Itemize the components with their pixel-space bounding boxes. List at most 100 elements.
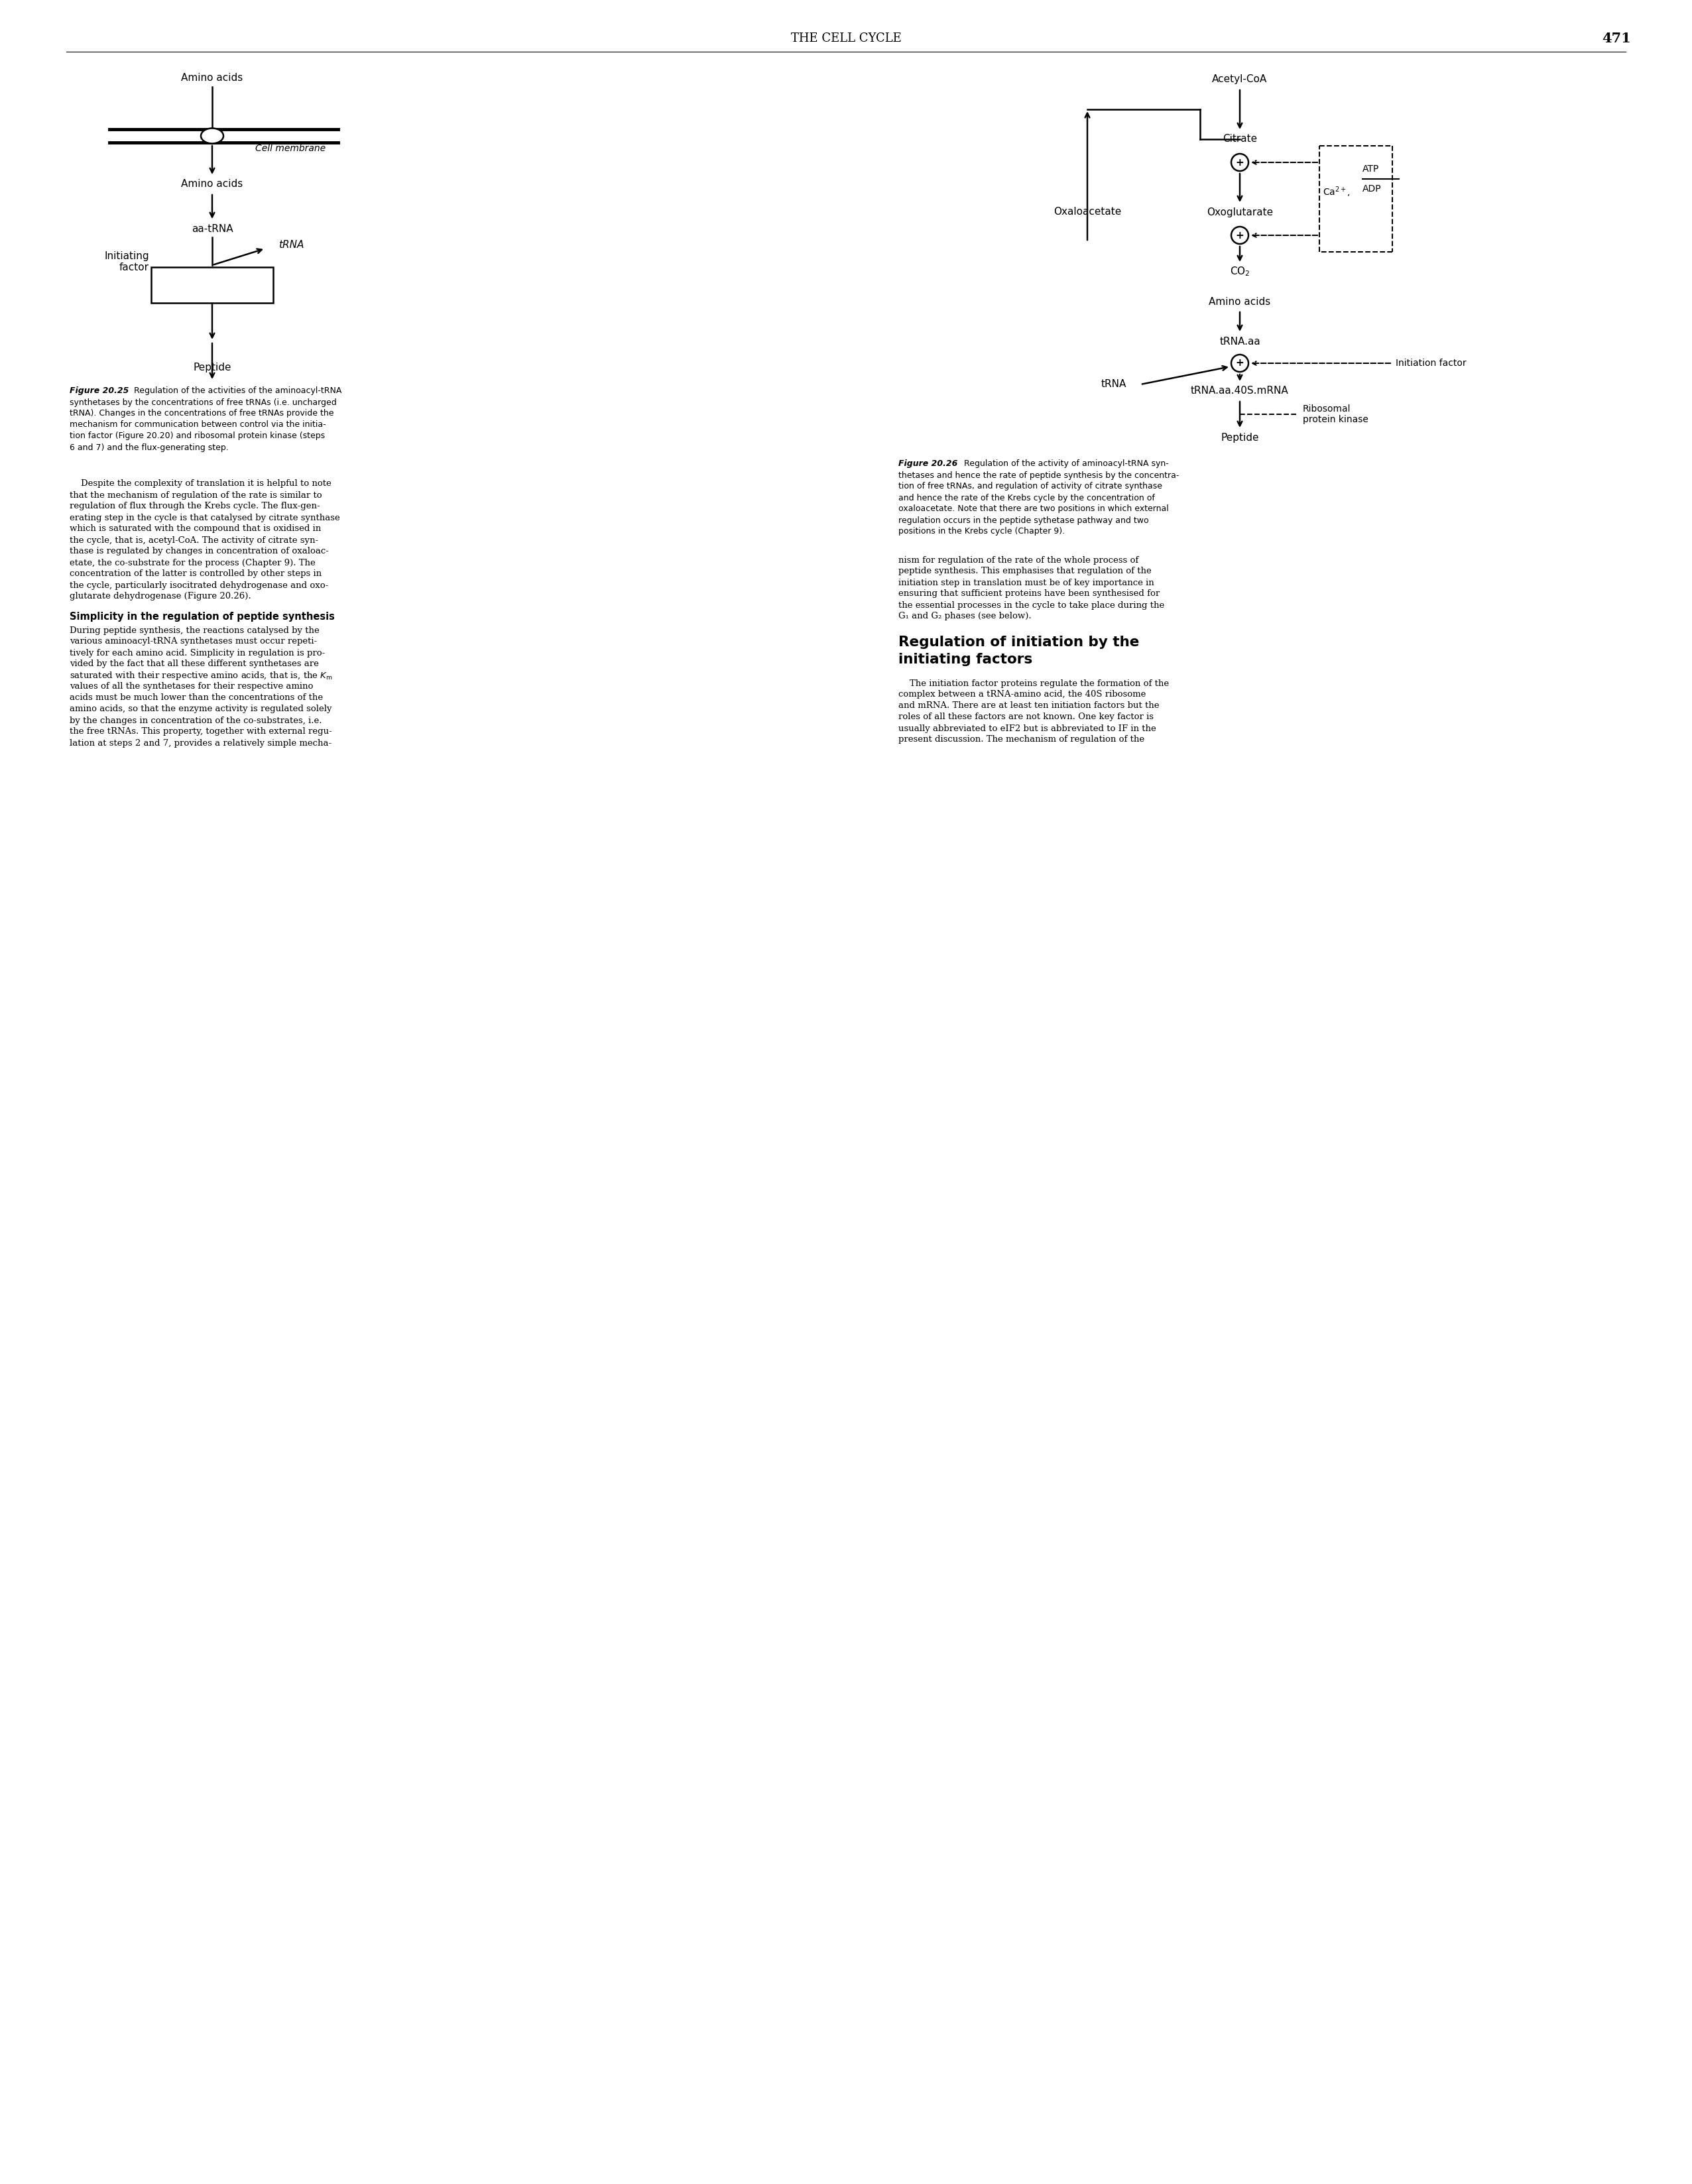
Text: and hence the rate of the Krebs cycle by the concentration of: and hence the rate of the Krebs cycle by… xyxy=(898,494,1156,502)
Text: Despite the complexity of translation it is helpful to note: Despite the complexity of translation it… xyxy=(69,480,332,489)
FancyArrowPatch shape xyxy=(1252,234,1318,238)
FancyArrowPatch shape xyxy=(1237,402,1242,426)
Text: Ribosomal
protein kinase: Ribosomal protein kinase xyxy=(1303,404,1369,424)
Text: +: + xyxy=(1235,157,1244,168)
FancyArrowPatch shape xyxy=(1237,312,1242,330)
Text: Cell membrane: Cell membrane xyxy=(255,144,325,153)
Text: Regulation of the activity of aminoacyl-tRNA syn-: Regulation of the activity of aminoacyl-… xyxy=(961,459,1169,467)
Text: CO$_2$: CO$_2$ xyxy=(1230,266,1250,277)
Text: vided by the fact that all these different synthetases are: vided by the fact that all these differe… xyxy=(69,660,318,668)
Circle shape xyxy=(1232,153,1249,170)
Ellipse shape xyxy=(201,129,223,144)
Text: ensuring that sufficient proteins have been synthesised for: ensuring that sufficient proteins have b… xyxy=(898,590,1159,598)
FancyArrowPatch shape xyxy=(1085,114,1090,240)
Text: present discussion. The mechanism of regulation of the: present discussion. The mechanism of reg… xyxy=(898,736,1144,745)
Text: Amino acids: Amino acids xyxy=(1208,297,1271,306)
Text: initiation step in translation must be of key importance in: initiation step in translation must be o… xyxy=(898,579,1154,587)
Text: tion of free tRNAs, and regulation of activity of citrate synthase: tion of free tRNAs, and regulation of ac… xyxy=(898,483,1162,491)
Text: complex between a tRNA-amino acid, the 40S ribosome: complex between a tRNA-amino acid, the 4… xyxy=(898,690,1145,699)
Text: tRNA: tRNA xyxy=(279,240,305,251)
Text: THE CELL CYCLE: THE CELL CYCLE xyxy=(790,33,902,44)
FancyArrowPatch shape xyxy=(1237,373,1242,380)
FancyArrowPatch shape xyxy=(210,194,215,216)
FancyArrowPatch shape xyxy=(1252,162,1318,164)
Text: the cycle, that is, acetyl-CoA. The activity of citrate syn-: the cycle, that is, acetyl-CoA. The acti… xyxy=(69,535,318,544)
Text: 6 and 7) and the flux-generating step.: 6 and 7) and the flux-generating step. xyxy=(69,443,228,452)
Text: etate, the co-substrate for the process (Chapter 9). The: etate, the co-substrate for the process … xyxy=(69,559,315,568)
FancyArrowPatch shape xyxy=(210,304,215,339)
FancyArrowPatch shape xyxy=(1237,90,1242,127)
Text: the cycle, particularly isocitrated dehydrogenase and oxo-: the cycle, particularly isocitrated dehy… xyxy=(69,581,328,590)
Text: the essential processes in the cycle to take place during the: the essential processes in the cycle to … xyxy=(898,601,1164,609)
Text: positions in the Krebs cycle (Chapter 9).: positions in the Krebs cycle (Chapter 9)… xyxy=(898,526,1064,535)
Text: Amino acids: Amino acids xyxy=(181,179,244,190)
Text: mechanism for communication between control via the initia-: mechanism for communication between cont… xyxy=(69,422,327,430)
Text: glutarate dehydrogenase (Figure 20.26).: glutarate dehydrogenase (Figure 20.26). xyxy=(69,592,250,601)
Text: regulation of flux through the Krebs cycle. The flux-gen-: regulation of flux through the Krebs cyc… xyxy=(69,502,320,511)
Text: Oxoglutarate: Oxoglutarate xyxy=(1206,207,1272,216)
Text: tively for each amino acid. Simplicity in regulation is pro-: tively for each amino acid. Simplicity i… xyxy=(69,649,325,657)
Text: tRNA.aa.40S.mRNA: tRNA.aa.40S.mRNA xyxy=(1191,387,1289,395)
Text: that the mechanism of regulation of the rate is similar to: that the mechanism of regulation of the … xyxy=(69,491,321,500)
FancyArrowPatch shape xyxy=(1237,173,1242,201)
Text: ADP: ADP xyxy=(1362,183,1381,194)
Text: amino acids, so that the enzyme activity is regulated solely: amino acids, so that the enzyme activity… xyxy=(69,705,332,714)
Text: G₁ and G₂ phases (see below).: G₁ and G₂ phases (see below). xyxy=(898,612,1032,620)
Circle shape xyxy=(1232,354,1249,371)
FancyArrowPatch shape xyxy=(1237,247,1242,260)
Text: values of all the synthetases for their respective amino: values of all the synthetases for their … xyxy=(69,681,313,690)
Text: Peptide: Peptide xyxy=(1220,432,1259,443)
Text: initiating factors: initiating factors xyxy=(898,653,1032,666)
Text: nism for regulation of the rate of the whole process of: nism for regulation of the rate of the w… xyxy=(898,555,1139,563)
Text: thetases and hence the rate of peptide synthesis by the concentra-: thetases and hence the rate of peptide s… xyxy=(898,472,1179,480)
Text: ATP: ATP xyxy=(1362,164,1379,175)
Text: oxaloacetate. Note that there are two positions in which external: oxaloacetate. Note that there are two po… xyxy=(898,505,1169,513)
Text: Initiating
factor: Initiating factor xyxy=(105,251,149,273)
Text: saturated with their respective amino acids, that is, the $K_{\rm m}$: saturated with their respective amino ac… xyxy=(69,670,333,681)
Text: by the changes in concentration of the co-substrates, i.e.: by the changes in concentration of the c… xyxy=(69,716,321,725)
Text: Regulation of initiation by the: Regulation of initiation by the xyxy=(898,636,1139,649)
Text: Initiation factor: Initiation factor xyxy=(1396,358,1467,367)
Text: tRNA.aa: tRNA.aa xyxy=(1220,336,1261,347)
Text: IF [aa-tRNA]: IF [aa-tRNA] xyxy=(181,280,244,290)
Text: Regulation of the activities of the aminoacyl-tRNA: Regulation of the activities of the amin… xyxy=(132,387,342,395)
Text: During peptide synthesis, the reactions catalysed by the: During peptide synthesis, the reactions … xyxy=(69,627,320,636)
Text: 471: 471 xyxy=(1602,33,1631,46)
Text: +: + xyxy=(1235,358,1244,369)
Text: tRNA: tRNA xyxy=(1101,380,1127,389)
Text: tRNA). Changes in the concentrations of free tRNAs provide the: tRNA). Changes in the concentrations of … xyxy=(69,408,333,417)
Circle shape xyxy=(1232,227,1249,245)
Text: Figure 20.26: Figure 20.26 xyxy=(898,459,958,467)
Text: various aminoacyl-tRNA synthetases must occur repeti-: various aminoacyl-tRNA synthetases must … xyxy=(69,638,316,646)
Text: +: + xyxy=(1235,229,1244,240)
Text: Simplicity in the regulation of peptide synthesis: Simplicity in the regulation of peptide … xyxy=(69,612,335,622)
Text: peptide synthesis. This emphasises that regulation of the: peptide synthesis. This emphasises that … xyxy=(898,568,1152,577)
Text: aa-tRNA: aa-tRNA xyxy=(191,223,233,234)
Text: synthetases by the concentrations of free tRNAs (i.e. uncharged: synthetases by the concentrations of fre… xyxy=(69,397,337,406)
Text: Acetyl-CoA: Acetyl-CoA xyxy=(1211,74,1267,85)
Text: Amino acids: Amino acids xyxy=(181,74,244,83)
FancyArrowPatch shape xyxy=(213,249,262,264)
Text: regulation occurs in the peptide sythetase pathway and two: regulation occurs in the peptide sytheta… xyxy=(898,515,1149,524)
Text: lation at steps 2 and 7, provides a relatively simple mecha-: lation at steps 2 and 7, provides a rela… xyxy=(69,738,332,747)
Text: roles of all these factors are not known. One key factor is: roles of all these factors are not known… xyxy=(898,712,1154,721)
Text: Figure 20.25: Figure 20.25 xyxy=(69,387,129,395)
Text: acids must be much lower than the concentrations of the: acids must be much lower than the concen… xyxy=(69,695,323,703)
Text: Peptide: Peptide xyxy=(193,363,232,373)
Text: concentration of the latter is controlled by other steps in: concentration of the latter is controlle… xyxy=(69,570,321,579)
Text: which is saturated with the compound that is oxidised in: which is saturated with the compound tha… xyxy=(69,524,321,533)
Text: the free tRNAs. This property, together with external regu-: the free tRNAs. This property, together … xyxy=(69,727,332,736)
FancyArrowPatch shape xyxy=(210,146,215,173)
Text: tion factor (Figure 20.20) and ribosomal protein kinase (steps: tion factor (Figure 20.20) and ribosomal… xyxy=(69,432,325,441)
Text: thase is regulated by changes in concentration of oxaloac-: thase is regulated by changes in concent… xyxy=(69,548,328,555)
Text: Oxaloacetate: Oxaloacetate xyxy=(1054,207,1122,216)
Text: usually abbreviated to eIF2 but is abbreviated to IF in the: usually abbreviated to eIF2 but is abbre… xyxy=(898,725,1156,734)
FancyArrowPatch shape xyxy=(1142,367,1227,384)
Text: Citrate: Citrate xyxy=(1223,133,1257,144)
Text: Ca$^{2+}$,: Ca$^{2+}$, xyxy=(1323,186,1350,199)
FancyArrowPatch shape xyxy=(1252,360,1391,365)
FancyArrowPatch shape xyxy=(210,343,215,378)
Text: erating step in the cycle is that catalysed by citrate synthase: erating step in the cycle is that cataly… xyxy=(69,513,340,522)
Text: The initiation factor proteins regulate the formation of the: The initiation factor proteins regulate … xyxy=(898,679,1169,688)
Text: and mRNA. There are at least ten initiation factors but the: and mRNA. There are at least ten initiat… xyxy=(898,701,1159,710)
